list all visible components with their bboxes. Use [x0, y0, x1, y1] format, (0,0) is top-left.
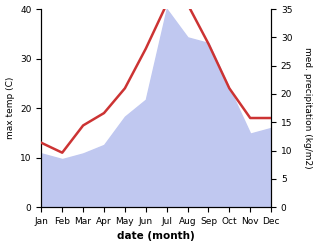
- X-axis label: date (month): date (month): [117, 231, 195, 242]
- Y-axis label: med. precipitation (kg/m2): med. precipitation (kg/m2): [303, 47, 313, 169]
- Y-axis label: max temp (C): max temp (C): [5, 77, 15, 139]
